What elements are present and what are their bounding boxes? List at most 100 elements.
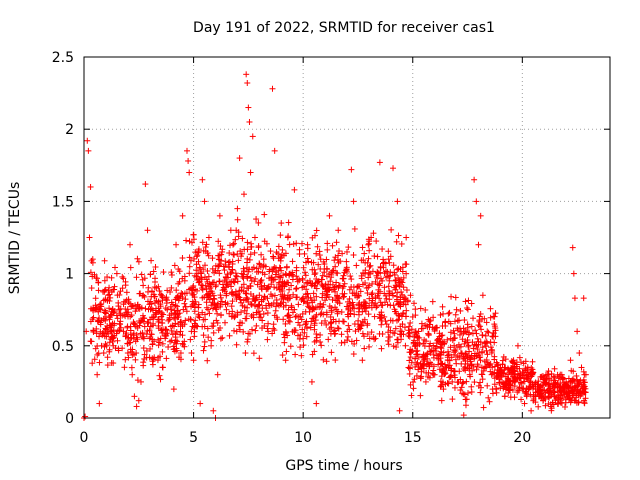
data-point xyxy=(367,262,374,269)
data-point xyxy=(464,390,471,397)
data-point xyxy=(229,289,236,296)
data-point xyxy=(147,334,154,341)
data-point xyxy=(193,267,200,274)
data-point xyxy=(210,329,217,336)
data-point xyxy=(128,348,135,355)
data-point xyxy=(180,341,187,348)
data-point xyxy=(154,357,161,364)
data-point xyxy=(480,404,487,411)
data-point xyxy=(223,281,230,288)
data-point xyxy=(281,339,288,346)
data-point xyxy=(188,285,195,292)
data-point xyxy=(216,262,223,269)
data-point xyxy=(224,282,231,289)
data-point xyxy=(226,264,233,271)
data-point xyxy=(127,327,134,334)
data-point xyxy=(115,345,122,352)
data-point xyxy=(267,291,274,298)
data-point xyxy=(454,317,461,324)
data-point xyxy=(137,330,144,337)
data-point xyxy=(208,281,215,288)
data-point xyxy=(468,389,475,396)
data-point xyxy=(145,284,152,291)
data-point xyxy=(369,290,376,297)
data-point xyxy=(195,301,202,308)
data-point xyxy=(313,227,320,234)
data-point xyxy=(150,268,157,275)
data-point xyxy=(177,328,184,335)
data-point xyxy=(200,347,207,354)
data-point xyxy=(219,334,226,341)
data-point xyxy=(266,275,273,282)
data-point xyxy=(238,309,245,316)
data-point xyxy=(94,275,101,282)
data-point xyxy=(143,347,150,354)
data-point xyxy=(204,250,211,257)
data-point xyxy=(484,351,491,358)
data-point xyxy=(255,302,262,309)
data-point xyxy=(270,300,277,307)
data-point xyxy=(234,311,241,318)
data-point xyxy=(133,305,140,312)
data-point xyxy=(167,338,174,345)
data-point xyxy=(359,244,366,251)
data-point xyxy=(308,378,315,385)
data-point xyxy=(196,278,203,285)
data-point xyxy=(348,283,355,290)
data-point xyxy=(176,310,183,317)
data-point xyxy=(217,312,224,319)
data-point xyxy=(300,264,307,271)
data-point xyxy=(240,265,247,272)
data-point xyxy=(378,302,385,309)
data-point xyxy=(417,392,424,399)
data-point xyxy=(257,278,264,285)
data-point xyxy=(250,311,257,318)
data-point xyxy=(487,314,494,321)
data-point xyxy=(449,396,456,403)
data-point xyxy=(96,333,103,340)
data-point xyxy=(181,300,188,307)
data-point xyxy=(186,263,193,270)
data-point xyxy=(151,299,158,306)
data-point xyxy=(379,331,386,338)
data-point xyxy=(528,407,535,414)
data-point xyxy=(245,104,252,111)
data-point xyxy=(135,397,142,404)
data-point xyxy=(479,292,486,299)
data-point xyxy=(177,319,184,326)
data-point xyxy=(518,396,525,403)
data-point xyxy=(259,325,266,332)
data-point xyxy=(332,357,339,364)
data-point xyxy=(227,242,234,249)
data-point xyxy=(102,325,109,332)
data-point xyxy=(168,269,175,276)
data-point xyxy=(253,322,260,329)
data-point xyxy=(453,306,460,313)
data-point xyxy=(156,308,163,315)
data-point xyxy=(88,285,95,292)
data-point xyxy=(191,255,198,262)
data-point xyxy=(179,212,186,219)
data-point xyxy=(160,269,167,276)
data-point xyxy=(124,324,131,331)
data-point xyxy=(144,227,151,234)
data-point xyxy=(247,251,254,258)
data-point xyxy=(102,310,109,317)
data-point xyxy=(227,227,234,234)
data-point xyxy=(338,339,345,346)
data-point xyxy=(285,233,292,240)
data-point xyxy=(214,371,221,378)
data-point xyxy=(253,268,260,275)
data-point xyxy=(168,284,175,291)
data-point xyxy=(222,258,229,265)
data-point xyxy=(232,236,239,243)
data-point xyxy=(171,262,178,269)
data-point xyxy=(198,269,205,276)
data-point xyxy=(129,371,136,378)
data-point xyxy=(130,319,137,326)
data-point xyxy=(190,291,197,298)
data-point xyxy=(256,355,263,362)
data-point xyxy=(149,322,156,329)
data-point xyxy=(202,244,209,251)
y-tick-label: 2 xyxy=(65,122,74,138)
